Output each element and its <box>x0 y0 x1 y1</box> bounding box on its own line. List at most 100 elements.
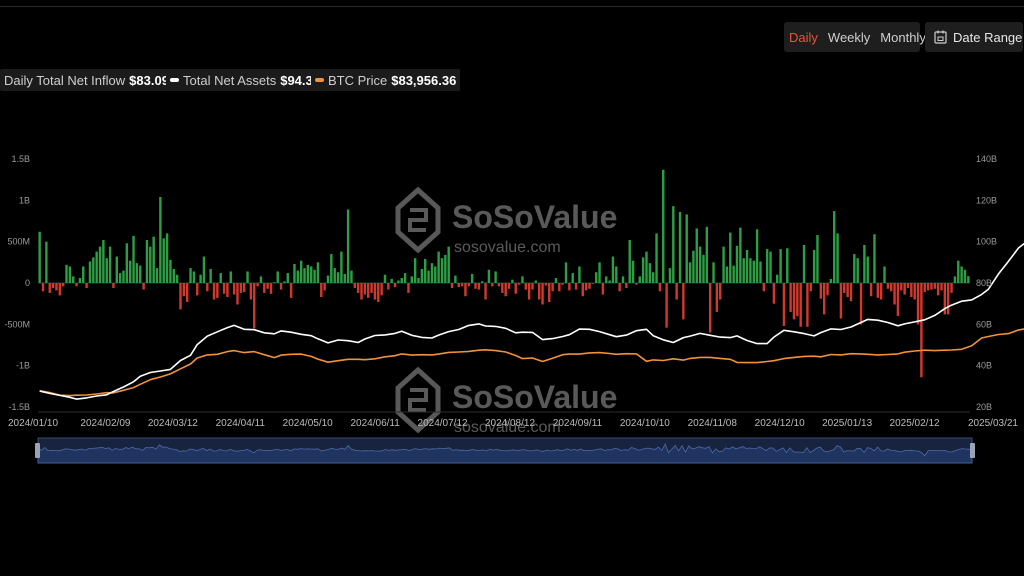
inflow-bar <box>185 283 189 303</box>
inflow-bar <box>769 251 772 283</box>
inflow-bar <box>541 283 544 305</box>
inflow-bar <box>812 249 816 283</box>
inflow-bar <box>916 283 920 325</box>
inflow-bar <box>196 283 199 296</box>
inflow-bar <box>430 263 434 283</box>
legend-btc-price[interactable]: BTC Price $83,956.36 <box>311 69 461 91</box>
navigator-left-handle[interactable] <box>35 443 40 458</box>
inflow-bar <box>712 262 715 283</box>
inflow-bar <box>239 283 243 293</box>
inflow-bar <box>537 283 541 300</box>
inflow-bar <box>82 266 85 283</box>
inflow-bar <box>377 283 380 303</box>
inflow-bar <box>229 271 232 283</box>
inflow-bar <box>658 283 662 292</box>
inflow-bar <box>896 283 900 317</box>
inflow-bar <box>514 283 517 294</box>
legend-label: Daily Total Net Inflow <box>4 72 126 88</box>
inflow-bar <box>132 235 135 283</box>
top-divider <box>0 6 1024 7</box>
inflow-bar <box>957 260 960 283</box>
inflow-bar <box>437 251 440 283</box>
inflow-bar <box>551 283 554 292</box>
legend-swatch <box>170 78 179 82</box>
navigator-right-handle[interactable] <box>970 443 975 458</box>
total-net-assets-line <box>39 242 1024 400</box>
inflow-bar <box>953 276 957 283</box>
watermark-mark <box>395 186 441 254</box>
inflow-bar <box>759 261 762 283</box>
inflow-bar <box>913 283 916 300</box>
legend-total-net-assets[interactable]: Total Net Assets $94.35B <box>166 69 334 91</box>
inflow-bar <box>51 283 55 288</box>
inflow-bar <box>900 283 903 291</box>
period-daily-button[interactable]: Daily <box>789 29 818 45</box>
inflow-bar <box>682 283 685 320</box>
inflow-bar <box>149 246 152 283</box>
inflow-bar <box>397 280 400 283</box>
x-axis-tick: 2024/04/11 <box>216 418 266 429</box>
inflow-bar <box>863 244 866 283</box>
inflow-bar <box>517 283 521 285</box>
inflow-bar <box>826 283 829 296</box>
inflow-bar <box>108 246 112 283</box>
x-axis-tick: 2024/10/10 <box>620 418 670 429</box>
inflow-bar <box>457 283 460 288</box>
inflow-bar <box>605 276 608 283</box>
inflow-bar <box>219 273 222 283</box>
inflow-bar <box>266 283 269 289</box>
period-weekly-button[interactable]: Weekly <box>827 29 871 45</box>
inflow-bar <box>491 283 494 287</box>
inflow-bar <box>487 269 491 283</box>
inflow-bar <box>41 283 45 292</box>
inflow-bar <box>259 276 263 283</box>
inflow-bar <box>249 283 253 300</box>
inflow-bar <box>474 283 477 289</box>
inflow-bar <box>481 281 484 283</box>
inflow-bar <box>363 283 367 295</box>
inflow-bar <box>856 258 859 283</box>
inflow-bar <box>279 283 283 290</box>
date-range-button[interactable]: Date Range <box>925 22 1023 52</box>
inflow-bar <box>253 283 256 329</box>
inflow-bar <box>403 273 407 283</box>
legend-value: $83,956.36 <box>391 72 457 88</box>
inflow-bar <box>651 272 655 283</box>
inflow-bar <box>320 283 323 298</box>
period-monthly-button[interactable]: Monthly <box>880 29 926 45</box>
inflow-bar <box>122 270 125 283</box>
inflow-bar <box>521 276 524 283</box>
inflow-bar <box>578 266 581 283</box>
inflow-bar <box>413 258 417 283</box>
inflow-bar <box>383 274 387 283</box>
inflow-bar <box>943 283 947 315</box>
left-axis-tick: 0 <box>25 278 30 288</box>
inflow-bar <box>68 266 72 283</box>
inflow-bar <box>48 283 51 293</box>
inflow-bar <box>232 283 236 295</box>
inflow-bar <box>256 283 259 287</box>
inflow-bar <box>460 283 464 287</box>
inflow-bar <box>128 260 132 283</box>
inflow-bar <box>641 257 645 283</box>
inflow-bar <box>55 283 58 291</box>
inflow-bar <box>735 245 739 283</box>
inflow-bar <box>584 283 588 291</box>
inflow-bar <box>303 268 306 283</box>
inflow-bar <box>283 281 286 283</box>
inflow-bar <box>611 256 615 283</box>
right-axis: 140B 120B 100B 80B 60B 40B 20B <box>976 154 997 412</box>
inflow-bar <box>665 283 668 328</box>
right-axis-tick: 60B <box>976 319 992 329</box>
inflow-bar <box>950 283 953 293</box>
inflow-bar <box>212 283 216 300</box>
legend-label: BTC Price <box>328 72 388 88</box>
inflow-bar <box>162 238 165 283</box>
inflow-bar <box>792 283 796 320</box>
inflow-bar <box>527 283 531 300</box>
inflow-bar <box>558 283 561 292</box>
date-range-label: Date Range <box>953 29 1023 45</box>
right-axis-tick: 20B <box>976 402 992 412</box>
inflow-bar <box>765 249 769 283</box>
inflow-bar <box>407 283 410 293</box>
